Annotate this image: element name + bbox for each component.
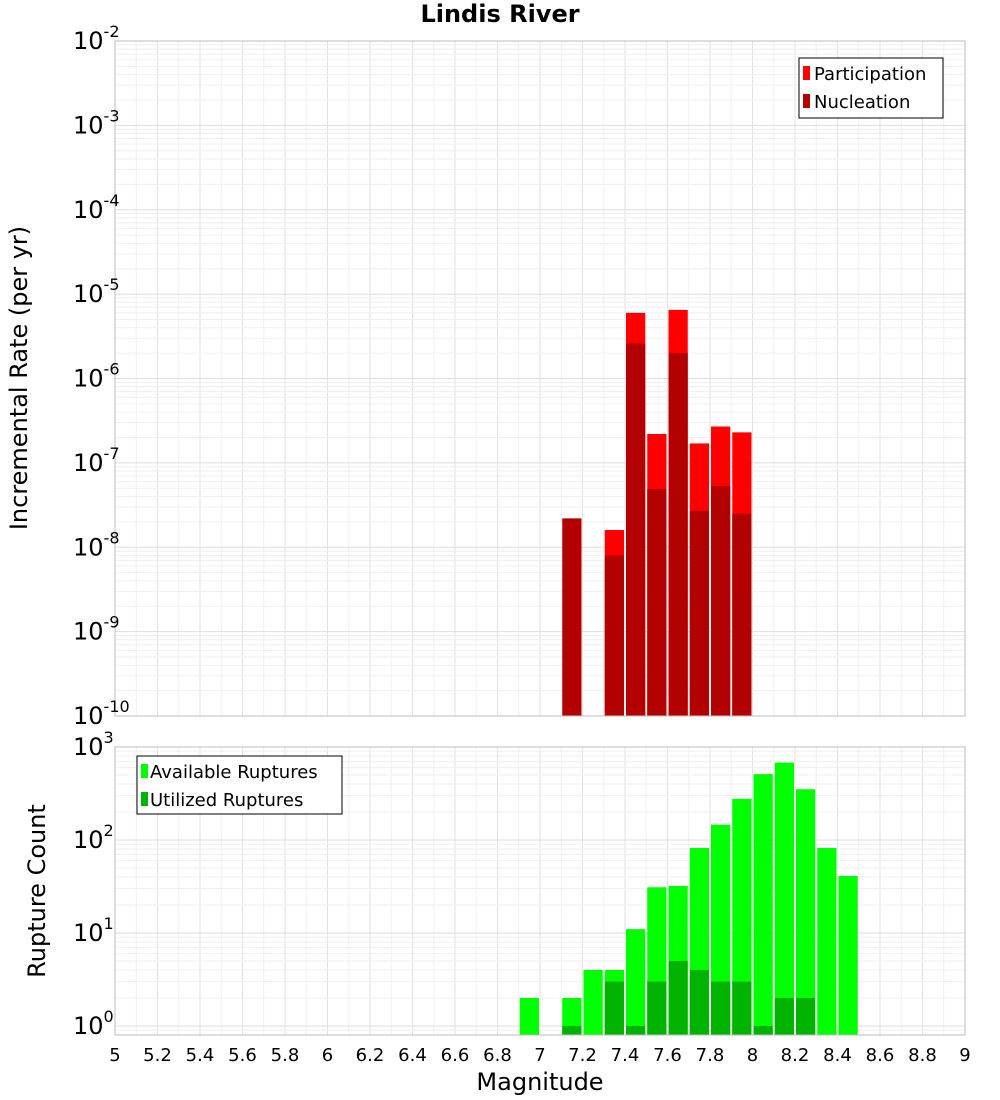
top-y-axis-label: Incremental Rate (per yr) xyxy=(5,226,33,530)
bottom-plot-frame xyxy=(114,746,966,1036)
bar-utilized-ruptures xyxy=(796,997,816,1035)
bar-utilized-ruptures xyxy=(668,960,688,1035)
top-legend: Participation Nucleation xyxy=(798,57,944,119)
legend-swatch-participation xyxy=(803,66,810,80)
x-tick-label: 5.4 xyxy=(186,1045,215,1066)
x-tick-label: 6 xyxy=(322,1045,333,1066)
x-tick-label: 6.6 xyxy=(441,1045,470,1066)
bar-utilized-ruptures xyxy=(689,969,709,1035)
legend-label-utilized-ruptures: Utilized Ruptures xyxy=(150,790,303,811)
bar-utilized-ruptures xyxy=(753,1025,773,1035)
bar-available-ruptures xyxy=(817,848,837,1035)
top-plot-frame xyxy=(114,40,966,717)
x-tick-label: 7 xyxy=(534,1045,545,1066)
bar-nucleation xyxy=(647,489,667,716)
legend-label-available-ruptures: Available Ruptures xyxy=(150,762,318,783)
bar-available-ruptures xyxy=(626,929,646,1035)
top-y-tick-label: 10-5 xyxy=(73,275,120,308)
x-tick-label: 8.4 xyxy=(823,1045,852,1066)
bar-available-ruptures xyxy=(774,762,794,1035)
bar-nucleation xyxy=(689,510,709,716)
bar-utilized-ruptures xyxy=(604,981,624,1035)
top-plot-grid xyxy=(115,41,965,716)
bottom-y-axis-label: Rupture Count xyxy=(23,804,51,978)
legend-label-nucleation: Nucleation xyxy=(814,92,910,113)
x-tick-label: 7.4 xyxy=(611,1045,640,1066)
bottom-plot-bars xyxy=(519,762,858,1035)
bar-available-ruptures xyxy=(753,774,773,1035)
top-y-tick-label: 10-2 xyxy=(73,22,120,55)
bottom-y-tick-label: 100 xyxy=(73,1007,114,1040)
bar-nucleation xyxy=(604,555,624,716)
top-y-tick-labels: 10-10 10-9 10-8 10-7 10-6 10-5 10-4 10-3 10-2 xyxy=(73,22,130,730)
bar-available-ruptures xyxy=(583,969,603,1035)
bar-available-ruptures xyxy=(732,798,752,1035)
bar-nucleation xyxy=(668,353,688,716)
bar-utilized-ruptures xyxy=(626,1025,646,1035)
x-tick-label: 8.8 xyxy=(908,1045,937,1066)
x-tick-label: 7.6 xyxy=(653,1045,682,1066)
x-tick-label: 6.4 xyxy=(398,1045,427,1066)
top-legend-box xyxy=(798,57,944,119)
bar-utilized-ruptures xyxy=(711,981,731,1035)
bottom-legend: Available Ruptures Utilized Ruptures xyxy=(136,755,343,815)
bar-utilized-ruptures xyxy=(647,981,667,1035)
bottom-y-tick-labels: 100 101 102 103 xyxy=(73,728,114,1040)
bottom-legend-box xyxy=(136,755,343,815)
x-tick-label: 7.2 xyxy=(568,1045,597,1066)
x-tick-labels: 5 5.2 5.4 5.6 5.8 6 6.2 6.4 6.6 6.8 7 7.2 7.4 7.6 7.8 8… xyxy=(109,1045,970,1066)
x-tick-label: 8.6 xyxy=(866,1045,895,1066)
x-tick-label: 5 xyxy=(109,1045,120,1066)
top-y-tick-label: 10-6 xyxy=(73,360,120,393)
top-y-tick-label: 10-10 xyxy=(73,697,130,730)
x-tick-label: 6.8 xyxy=(483,1045,512,1066)
chart-title: Lindis River xyxy=(420,0,579,28)
legend-label-participation: Participation xyxy=(814,64,926,85)
legend-swatch-utilized-ruptures xyxy=(141,792,148,806)
bar-nucleation xyxy=(626,343,646,716)
bar-nucleation xyxy=(562,518,582,716)
top-y-tick-label: 10-4 xyxy=(73,191,120,224)
x-tick-label: 5.2 xyxy=(143,1045,172,1066)
x-tick-label: 9 xyxy=(959,1045,970,1066)
bar-utilized-ruptures xyxy=(774,997,794,1035)
x-tick-label: 8 xyxy=(747,1045,758,1066)
bar-available-ruptures xyxy=(562,997,582,1035)
bar-available-ruptures xyxy=(519,997,539,1035)
top-y-tick-label: 10-7 xyxy=(73,444,120,477)
bar-nucleation xyxy=(732,513,752,716)
legend-swatch-nucleation xyxy=(803,94,810,108)
x-axis-label: Magnitude xyxy=(476,1068,603,1096)
top-y-tick-label: 10-3 xyxy=(73,106,120,139)
x-tick-label: 7.8 xyxy=(696,1045,725,1066)
bar-utilized-ruptures xyxy=(732,981,752,1035)
bottom-y-tick-label: 103 xyxy=(73,728,114,761)
bottom-y-tick-label: 101 xyxy=(73,914,114,947)
top-y-tick-label: 10-8 xyxy=(73,528,120,561)
legend-swatch-available-ruptures xyxy=(141,764,148,778)
top-y-tick-label: 10-9 xyxy=(73,613,120,646)
x-tick-label: 6.2 xyxy=(356,1045,385,1066)
x-tick-label: 8.2 xyxy=(781,1045,810,1066)
x-tick-label: 5.8 xyxy=(271,1045,300,1066)
bottom-y-tick-label: 102 xyxy=(73,821,114,854)
top-plot-bars xyxy=(562,309,752,716)
bar-utilized-ruptures xyxy=(562,1025,582,1035)
bar-available-ruptures xyxy=(838,876,858,1035)
x-tick-label: 5.6 xyxy=(228,1045,257,1066)
bar-nucleation xyxy=(711,486,731,716)
bar-available-ruptures xyxy=(796,789,816,1035)
